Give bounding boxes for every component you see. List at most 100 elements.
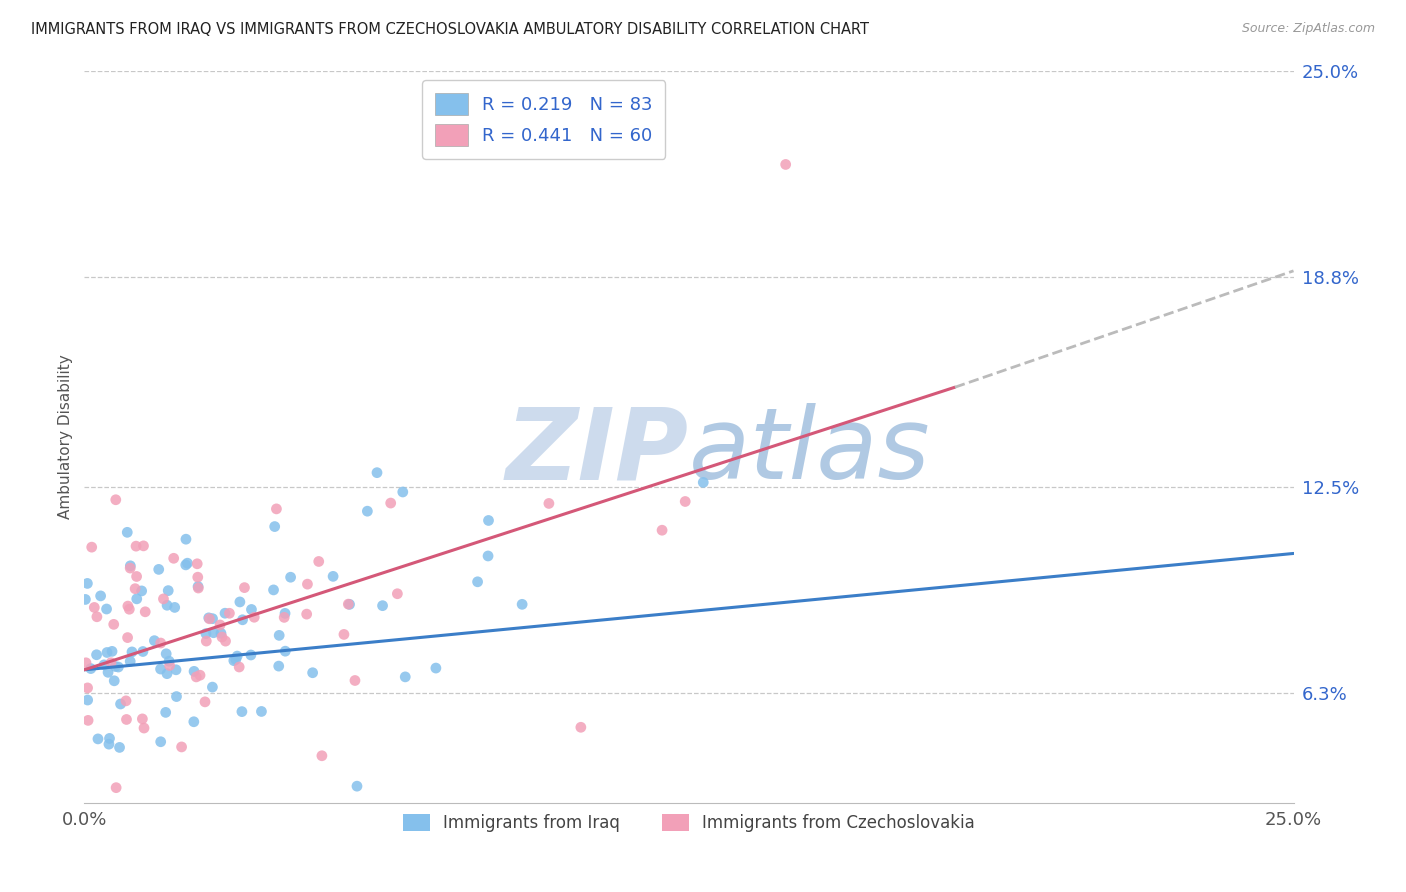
Point bbox=[156, 599, 179, 613]
Point bbox=[148, 562, 170, 576]
Point bbox=[155, 647, 177, 661]
Point bbox=[337, 597, 360, 611]
Point bbox=[333, 627, 356, 641]
Point bbox=[366, 466, 388, 480]
Point bbox=[121, 645, 143, 659]
Point bbox=[132, 644, 155, 658]
Point bbox=[80, 540, 103, 554]
Point bbox=[209, 626, 232, 640]
Point bbox=[263, 519, 285, 533]
Point bbox=[86, 609, 108, 624]
Point bbox=[97, 665, 120, 680]
Point bbox=[692, 475, 714, 490]
Text: atlas: atlas bbox=[689, 403, 931, 500]
Point bbox=[651, 523, 673, 537]
Point bbox=[118, 602, 141, 616]
Point bbox=[115, 694, 138, 708]
Point bbox=[240, 602, 263, 616]
Point bbox=[231, 705, 253, 719]
Point bbox=[104, 492, 127, 507]
Point bbox=[274, 607, 297, 621]
Point bbox=[108, 740, 131, 755]
Point bbox=[155, 706, 177, 720]
Point bbox=[195, 634, 218, 648]
Point bbox=[87, 731, 110, 746]
Point bbox=[346, 779, 368, 793]
Point bbox=[163, 551, 186, 566]
Point bbox=[174, 558, 197, 572]
Point bbox=[132, 721, 155, 735]
Point bbox=[90, 589, 112, 603]
Point bbox=[186, 557, 208, 571]
Point bbox=[198, 612, 221, 626]
Point bbox=[125, 539, 148, 553]
Point bbox=[165, 663, 187, 677]
Point bbox=[266, 501, 288, 516]
Point bbox=[280, 570, 302, 584]
Point bbox=[187, 581, 209, 595]
Point bbox=[86, 648, 108, 662]
Point bbox=[77, 714, 100, 728]
Point bbox=[232, 613, 254, 627]
Point bbox=[209, 618, 232, 632]
Point bbox=[183, 665, 205, 679]
Point bbox=[239, 648, 262, 662]
Point bbox=[183, 714, 205, 729]
Point bbox=[75, 592, 97, 607]
Point bbox=[380, 496, 402, 510]
Point bbox=[201, 680, 224, 694]
Point bbox=[115, 713, 138, 727]
Point bbox=[467, 574, 489, 589]
Point bbox=[120, 558, 142, 573]
Point bbox=[391, 485, 413, 500]
Point bbox=[186, 670, 208, 684]
Point bbox=[176, 556, 198, 570]
Point bbox=[125, 569, 148, 583]
Point bbox=[510, 597, 533, 611]
Point bbox=[197, 611, 219, 625]
Point bbox=[343, 673, 366, 688]
Point bbox=[152, 591, 174, 606]
Point bbox=[222, 654, 245, 668]
Point bbox=[387, 587, 409, 601]
Point bbox=[425, 661, 447, 675]
Point bbox=[228, 660, 250, 674]
Point bbox=[269, 628, 291, 642]
Point bbox=[157, 654, 180, 668]
Point bbox=[96, 602, 118, 616]
Point bbox=[295, 607, 318, 621]
Point bbox=[105, 780, 128, 795]
Point bbox=[97, 737, 120, 751]
Point bbox=[297, 577, 319, 591]
Point bbox=[131, 712, 153, 726]
Point bbox=[775, 157, 797, 171]
Point bbox=[76, 681, 98, 695]
Point bbox=[117, 599, 139, 613]
Point bbox=[322, 569, 344, 583]
Point bbox=[166, 690, 188, 704]
Point bbox=[274, 644, 297, 658]
Point bbox=[143, 633, 166, 648]
Point bbox=[149, 735, 172, 749]
Point bbox=[93, 657, 115, 672]
Point bbox=[80, 662, 103, 676]
Point bbox=[159, 658, 181, 673]
Point bbox=[149, 636, 172, 650]
Point bbox=[233, 581, 256, 595]
Point bbox=[107, 660, 129, 674]
Text: Source: ZipAtlas.com: Source: ZipAtlas.com bbox=[1241, 22, 1375, 36]
Point bbox=[104, 659, 127, 673]
Point bbox=[124, 582, 146, 596]
Point bbox=[149, 662, 172, 676]
Point bbox=[226, 649, 249, 664]
Point bbox=[100, 656, 122, 670]
Point bbox=[194, 626, 217, 640]
Y-axis label: Ambulatory Disability: Ambulatory Disability bbox=[58, 355, 73, 519]
Point bbox=[301, 665, 323, 680]
Point bbox=[267, 659, 290, 673]
Point bbox=[103, 673, 125, 688]
Point bbox=[371, 599, 394, 613]
Point bbox=[188, 668, 211, 682]
Point bbox=[339, 598, 361, 612]
Point bbox=[157, 583, 180, 598]
